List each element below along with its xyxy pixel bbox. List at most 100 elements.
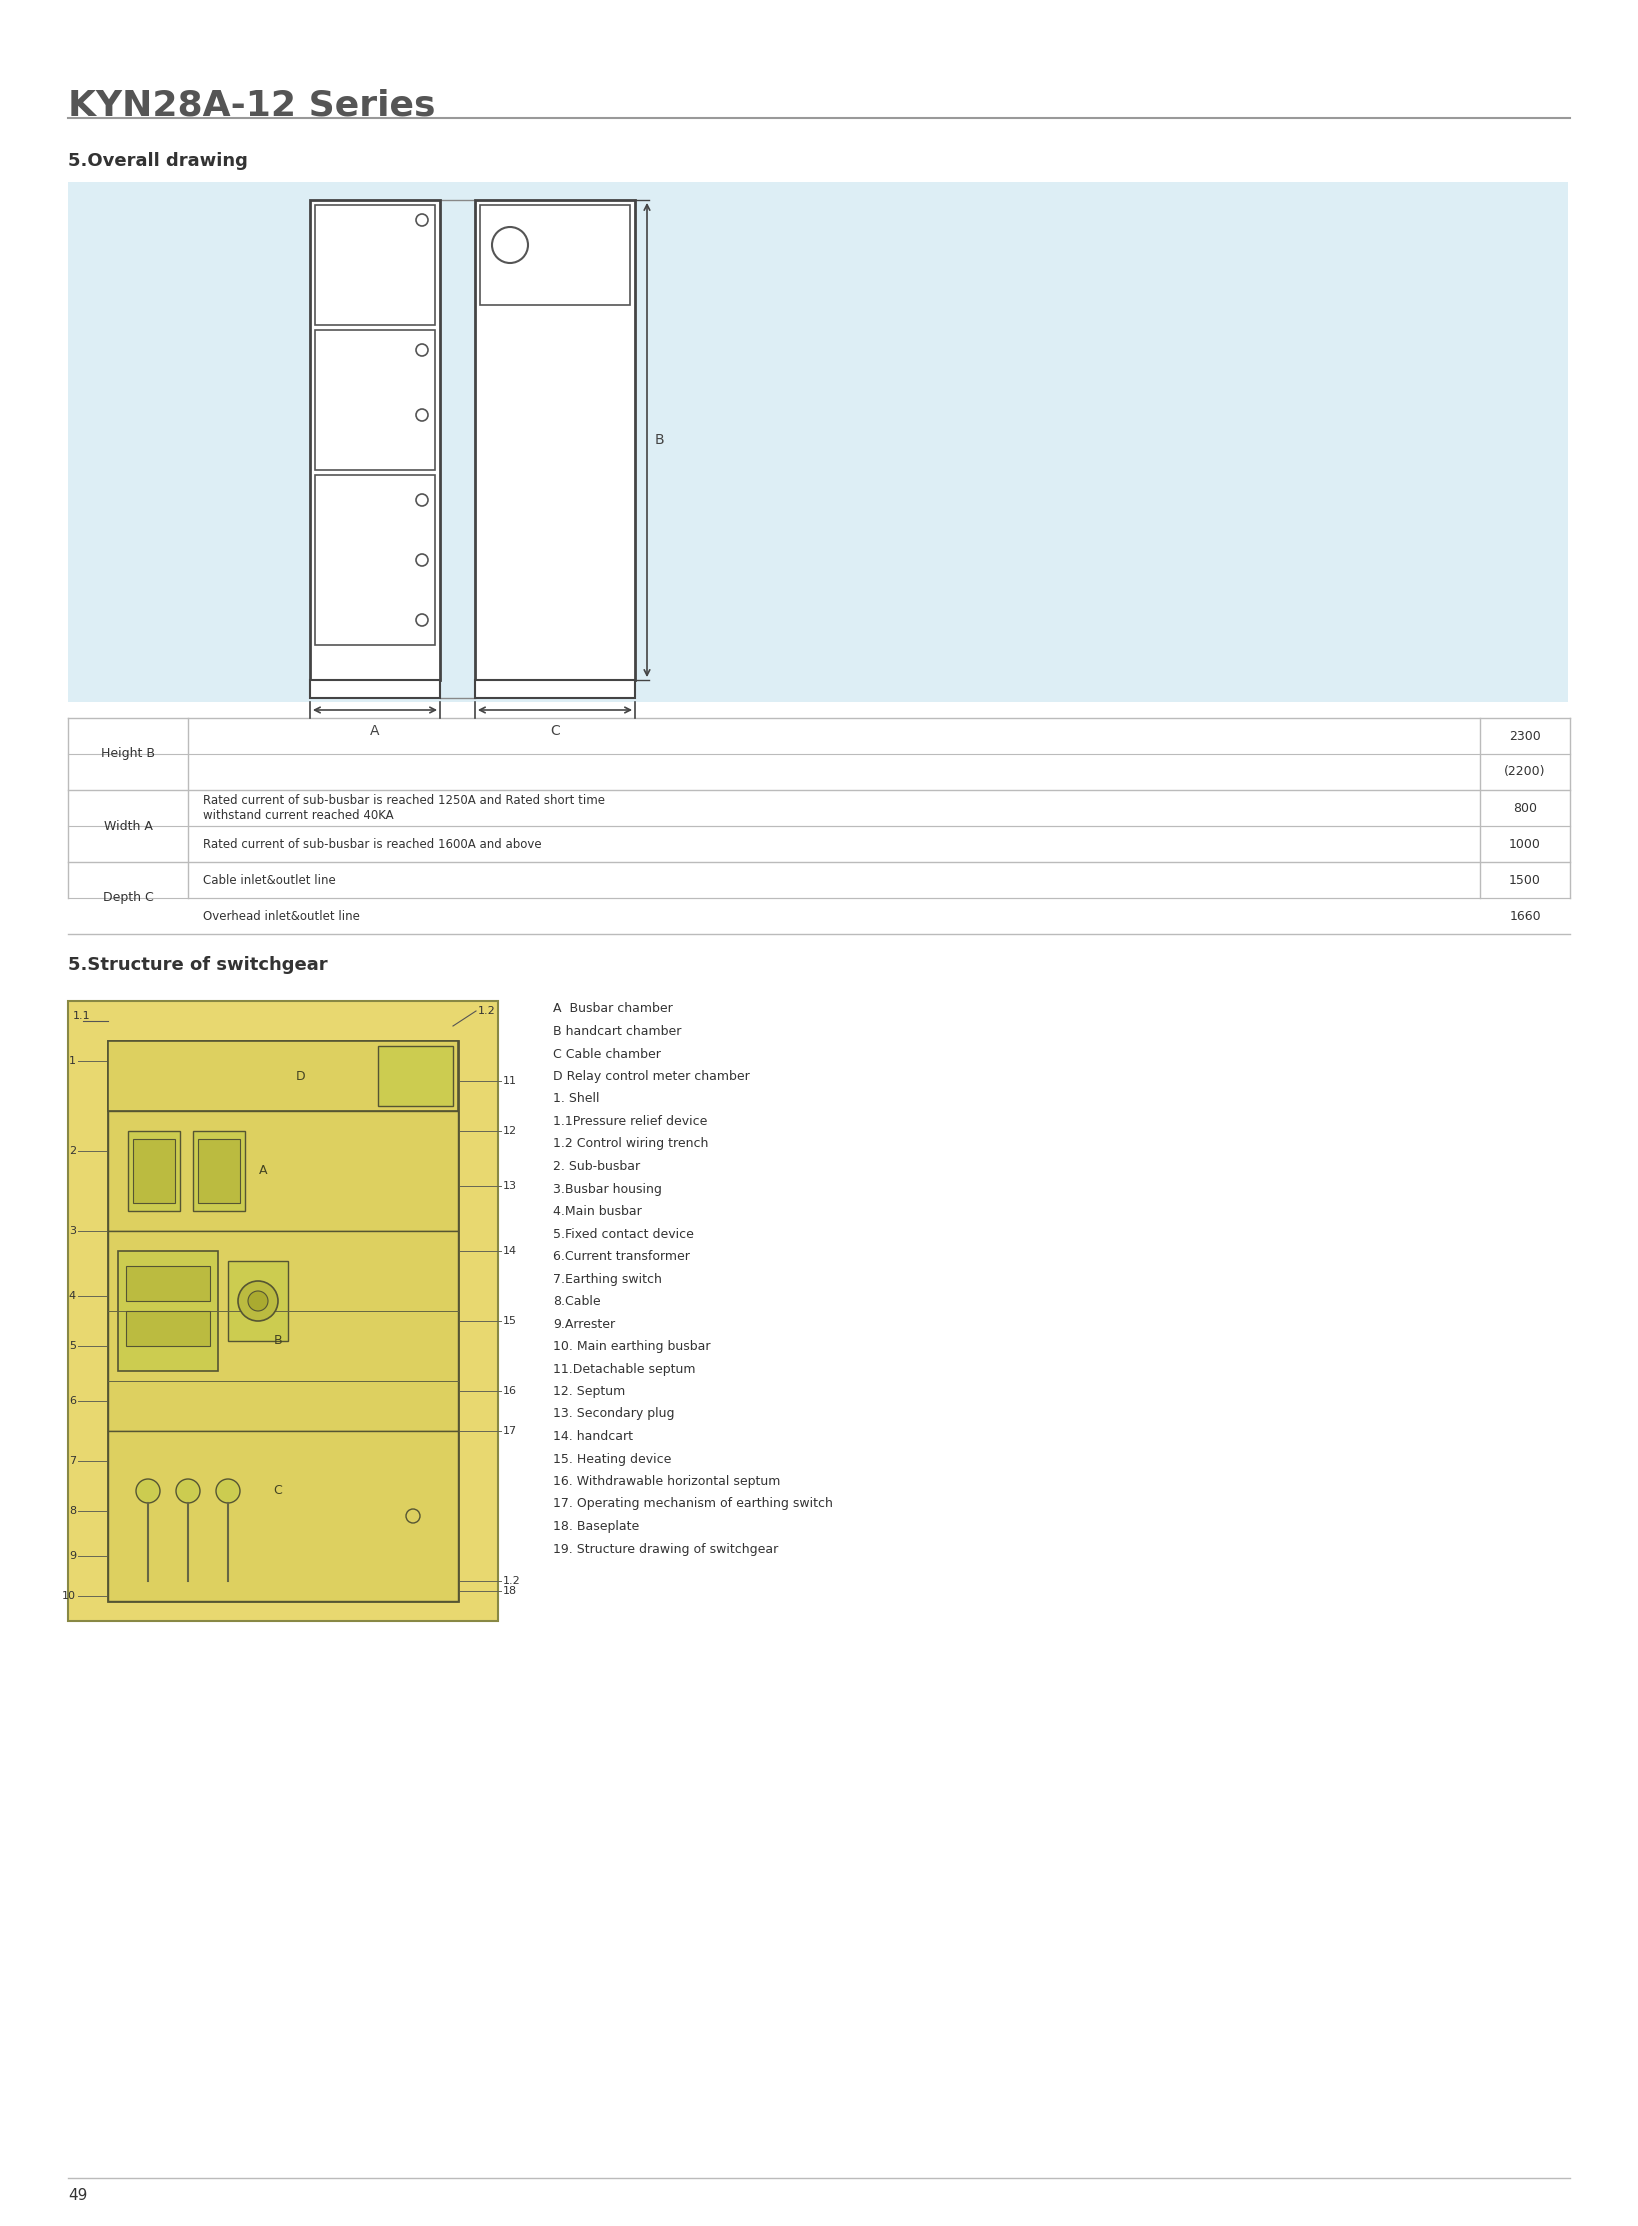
Bar (126, 1311, 210, 1347)
Circle shape (238, 1280, 278, 1320)
Text: Rated current of sub-busbar is reached 1250A and Rated short time
withstand curr: Rated current of sub-busbar is reached 1… (203, 795, 604, 821)
Text: 5.Structure of switchgear: 5.Structure of switchgear (69, 955, 328, 975)
Text: 1.2 Control wiring trench: 1.2 Control wiring trench (554, 1137, 708, 1151)
Text: 11.Detachable septum: 11.Detachable septum (554, 1362, 696, 1376)
Bar (310, 679, 441, 699)
Text: 6.Current transformer: 6.Current transformer (554, 1251, 690, 1262)
Text: 5.Fixed contact device: 5.Fixed contact device (554, 1227, 695, 1240)
Text: 5.Overall drawing: 5.Overall drawing (69, 151, 247, 169)
Text: Rated current of sub-busbar is reached 1600A and above: Rated current of sub-busbar is reached 1… (203, 837, 542, 850)
Text: 13: 13 (503, 1182, 518, 1191)
Text: 18: 18 (503, 1585, 518, 1596)
Text: 8: 8 (69, 1507, 75, 1516)
Bar (228, 1260, 288, 1340)
Text: 2300: 2300 (1509, 730, 1541, 743)
Text: 14. handcart: 14. handcart (554, 1429, 632, 1442)
Text: 1.2: 1.2 (478, 1006, 496, 1015)
Text: Depth C: Depth C (103, 890, 154, 904)
Text: 12. Septum: 12. Septum (554, 1385, 626, 1398)
Circle shape (247, 1291, 269, 1311)
Text: 2. Sub-busbar: 2. Sub-busbar (554, 1160, 640, 1173)
Text: 1: 1 (69, 1055, 75, 1066)
Bar (314, 205, 436, 325)
Circle shape (416, 345, 428, 356)
Bar (108, 1431, 459, 1600)
Text: 1. Shell: 1. Shell (554, 1093, 600, 1106)
Bar (314, 474, 436, 646)
Text: 3.Busbar housing: 3.Busbar housing (554, 1182, 662, 1195)
Text: B handcart chamber: B handcart chamber (554, 1024, 681, 1037)
Text: Overhead inlet&outlet line: Overhead inlet&outlet line (203, 910, 360, 922)
Text: 12: 12 (503, 1126, 518, 1135)
Text: 9.Arrester: 9.Arrester (554, 1318, 616, 1331)
Bar (378, 1046, 454, 1106)
Bar (193, 1131, 246, 1211)
Bar (475, 200, 636, 679)
Text: 49: 49 (69, 2188, 87, 2202)
Text: 11: 11 (503, 1075, 518, 1086)
Text: 1.1: 1.1 (74, 1011, 90, 1022)
Bar (69, 1002, 498, 1621)
Bar (126, 1267, 210, 1300)
Text: Width A: Width A (103, 819, 152, 833)
Text: 3: 3 (69, 1227, 75, 1235)
Text: 17: 17 (503, 1427, 518, 1436)
Circle shape (416, 494, 428, 505)
Text: 5: 5 (69, 1340, 75, 1351)
Circle shape (416, 554, 428, 565)
Text: 15: 15 (503, 1316, 518, 1327)
Text: 800: 800 (1514, 801, 1536, 815)
Text: 15. Heating device: 15. Heating device (554, 1454, 672, 1465)
Text: A  Busbar chamber: A Busbar chamber (554, 1002, 673, 1015)
Text: D Relay control meter chamber: D Relay control meter chamber (554, 1071, 750, 1084)
Circle shape (416, 614, 428, 626)
Text: 8.Cable: 8.Cable (554, 1296, 601, 1309)
Bar (310, 200, 441, 679)
Text: KYN28A-12 Series: KYN28A-12 Series (69, 89, 436, 122)
Text: C: C (550, 723, 560, 739)
Text: B: B (655, 434, 665, 447)
Text: Height B: Height B (102, 748, 156, 761)
Text: A: A (370, 723, 380, 739)
Text: D: D (296, 1068, 305, 1082)
Bar (314, 329, 436, 470)
Text: 1000: 1000 (1509, 837, 1541, 850)
Circle shape (216, 1478, 241, 1503)
Text: 4: 4 (69, 1291, 75, 1300)
Text: 7.Earthing switch: 7.Earthing switch (554, 1273, 662, 1284)
Text: 1660: 1660 (1509, 910, 1541, 922)
Text: 1500: 1500 (1509, 873, 1541, 886)
Text: 18. Baseplate: 18. Baseplate (554, 1520, 639, 1534)
Bar (108, 1231, 459, 1431)
Circle shape (416, 214, 428, 227)
Bar (128, 1131, 180, 1211)
Text: 16. Withdrawable horizontal septum: 16. Withdrawable horizontal septum (554, 1476, 780, 1487)
Bar (108, 1042, 459, 1111)
Text: 6: 6 (69, 1396, 75, 1407)
Circle shape (136, 1478, 161, 1503)
Bar (108, 1111, 459, 1231)
Text: 1.1Pressure relief device: 1.1Pressure relief device (554, 1115, 708, 1129)
Text: (2200): (2200) (1504, 766, 1546, 779)
Bar (475, 679, 636, 699)
Text: Cable inlet&outlet line: Cable inlet&outlet line (203, 873, 336, 886)
Bar (118, 1251, 218, 1371)
Text: 9: 9 (69, 1552, 75, 1560)
Text: C Cable chamber: C Cable chamber (554, 1048, 660, 1060)
Text: 2: 2 (69, 1146, 75, 1155)
Text: 19. Structure drawing of switchgear: 19. Structure drawing of switchgear (554, 1543, 778, 1556)
Circle shape (406, 1509, 419, 1523)
Circle shape (416, 410, 428, 421)
Text: C: C (274, 1485, 282, 1498)
Text: 10. Main earthing busbar: 10. Main earthing busbar (554, 1340, 711, 1353)
Text: 4.Main busbar: 4.Main busbar (554, 1204, 642, 1218)
Bar (198, 1140, 241, 1202)
Text: 10: 10 (62, 1592, 75, 1600)
Text: 14: 14 (503, 1247, 518, 1255)
Circle shape (175, 1478, 200, 1503)
Text: 17. Operating mechanism of earthing switch: 17. Operating mechanism of earthing swit… (554, 1498, 832, 1511)
Bar (133, 1140, 175, 1202)
Text: B: B (274, 1336, 282, 1347)
Text: 1.2: 1.2 (503, 1576, 521, 1585)
Bar (480, 205, 631, 305)
